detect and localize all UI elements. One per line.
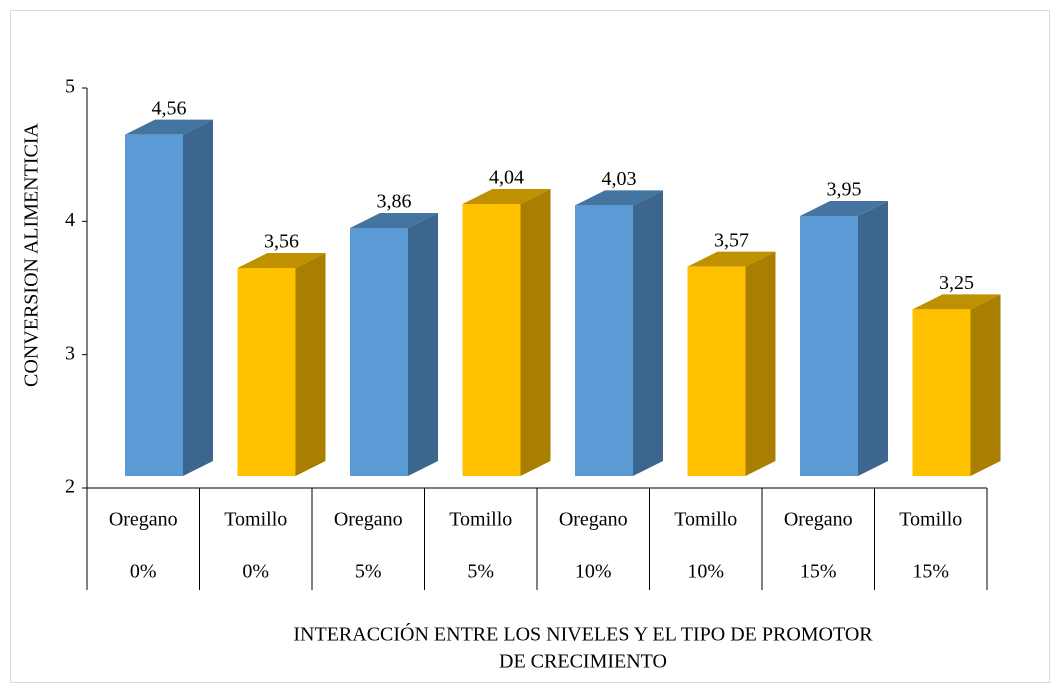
bar xyxy=(462,204,521,476)
x-tick-label: Oregano xyxy=(334,509,403,531)
x-tick-label: 10% xyxy=(687,561,724,583)
value-label: 4,56 xyxy=(152,97,187,119)
bar-top xyxy=(575,190,663,206)
x-axis-title: INTERACCIÓN ENTRE LOS NIVELES Y EL TIPO … xyxy=(293,622,873,646)
x-tick-label: 15% xyxy=(800,561,837,583)
y-tick-label: 2 xyxy=(65,476,75,498)
x-tick-label: 0% xyxy=(242,561,269,583)
bar xyxy=(237,268,296,476)
bar-top xyxy=(687,251,776,267)
value-label: 3,56 xyxy=(264,231,299,253)
value-label: 3,95 xyxy=(827,179,862,201)
y-tick-label: 4 xyxy=(65,209,75,231)
x-tick-label: Tomillo xyxy=(899,509,962,531)
x-tick-label: 10% xyxy=(575,561,612,583)
bar-side xyxy=(970,294,1001,476)
bar-top xyxy=(237,253,326,268)
bar-top xyxy=(800,201,888,216)
bar-side xyxy=(295,253,326,476)
bar xyxy=(800,216,858,476)
y-tick-label: 5 xyxy=(65,76,75,98)
bar xyxy=(912,309,971,476)
y-axis-title: CONVERSION ALIMENTICIA xyxy=(21,123,43,387)
bar-side xyxy=(633,190,663,477)
value-label: 4,04 xyxy=(489,167,524,189)
x-tick-label: Tomillo xyxy=(449,509,512,531)
bar-side xyxy=(408,213,438,476)
x-tick-label: Oregano xyxy=(559,509,628,531)
x-tick-label: Tomillo xyxy=(674,509,737,531)
y-tick-label: 3 xyxy=(65,342,75,364)
bar-top xyxy=(912,294,1001,310)
x-tick-label: 5% xyxy=(467,561,494,583)
value-label: 3,57 xyxy=(714,229,749,251)
bar-side xyxy=(520,189,551,476)
bar-side xyxy=(183,119,213,477)
x-tick-label: 5% xyxy=(355,561,382,583)
bar xyxy=(125,134,183,476)
bar xyxy=(575,205,633,477)
x-axis-title: DE CRECIMIENTO xyxy=(499,651,667,673)
x-tick-label: Oregano xyxy=(784,509,853,531)
x-tick-label: Oregano xyxy=(109,509,178,531)
bar-top xyxy=(462,189,551,204)
x-tick-label: 15% xyxy=(912,561,949,583)
bar-top xyxy=(350,213,438,228)
value-label: 4,03 xyxy=(602,168,637,190)
bar xyxy=(350,228,408,476)
bar-side xyxy=(858,201,888,476)
x-tick-label: Tomillo xyxy=(224,509,287,531)
value-label: 3,86 xyxy=(377,191,412,213)
x-tick-label: 0% xyxy=(130,561,157,583)
bar-top xyxy=(125,119,213,135)
bar xyxy=(687,266,746,476)
bar-side xyxy=(745,251,776,476)
value-label: 3,25 xyxy=(939,272,974,294)
